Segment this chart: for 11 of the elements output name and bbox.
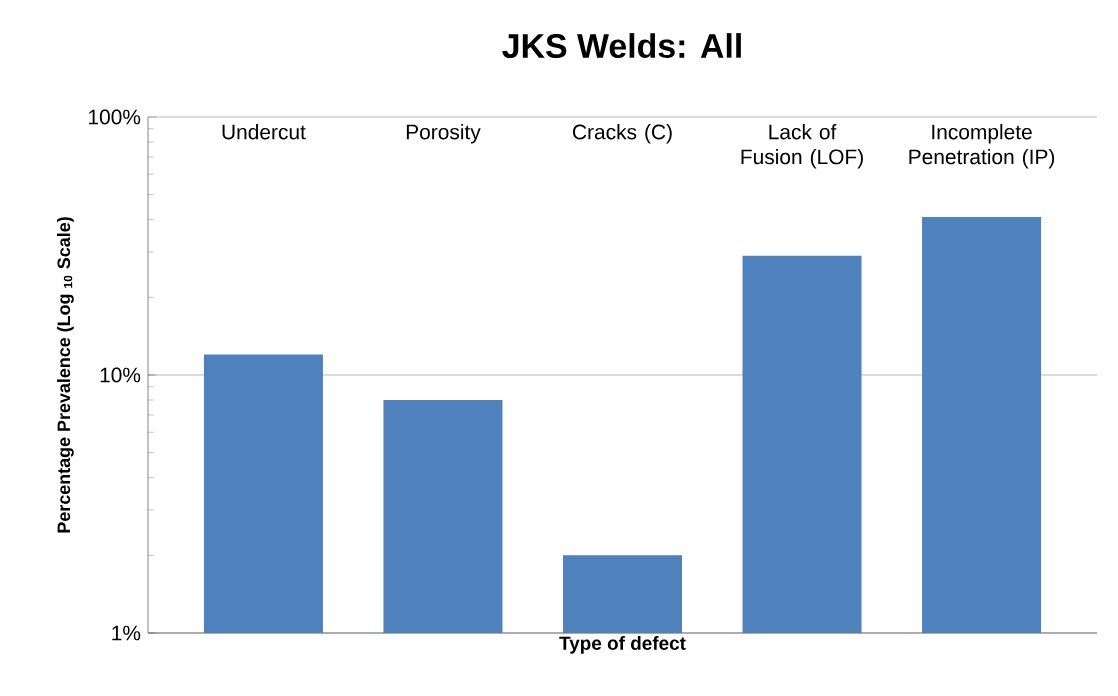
y-axis-title: Percentage Prevalence (Log $_{10}$ Scale) [56,217,74,533]
x-tick-label: Cracks (C) [573,124,672,144]
x-tick-label: Undercut [222,124,306,140]
x-tick-label: Lack of Fusion (LOF) [741,124,863,169]
x-tick-label: Porosity [406,124,481,144]
y-tick-label: 10% [100,367,141,383]
chart-title: JKS Welds: All [502,33,741,58]
y-tick-label: 1% [112,625,141,641]
x-tick-label: Incomplete Penetration (IP) [909,124,1055,169]
y-tick-label: 100% [89,109,141,125]
x-axis-title: Type of defect [559,636,686,654]
